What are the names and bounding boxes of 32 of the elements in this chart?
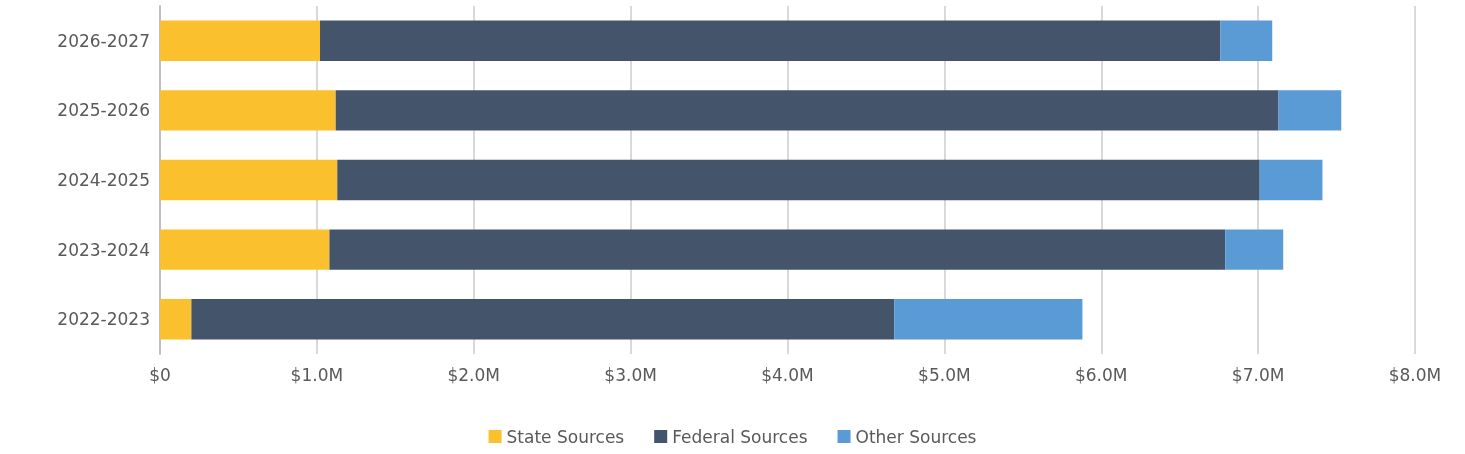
x-tick-label: $2.0M — [447, 364, 501, 385]
y-tick-label: 2024-2025 — [57, 170, 150, 190]
legend-label: Other Sources — [855, 426, 977, 447]
bar — [1278, 90, 1342, 131]
bar — [335, 90, 1279, 131]
bar — [320, 20, 1221, 61]
x-tick-label: $4.0M — [761, 364, 814, 385]
legend-label: Federal Sources — [672, 426, 808, 447]
x-tick-label: $5.0M — [918, 364, 971, 385]
bar — [160, 229, 330, 270]
x-tick-label: $8.0M — [1388, 364, 1442, 385]
x-tick-label: $3.0M — [604, 364, 657, 385]
bar — [160, 159, 338, 201]
y-tick-label: 2026-2027 — [57, 30, 150, 51]
legend-label: State Sources — [506, 426, 625, 447]
bar — [160, 20, 321, 61]
bar — [160, 299, 192, 340]
bar — [894, 299, 1083, 340]
y-tick-label: 2023-2024 — [57, 239, 150, 260]
bar — [1225, 229, 1284, 270]
bar — [329, 229, 1226, 270]
bar — [160, 90, 336, 131]
bar — [337, 159, 1260, 201]
bar — [191, 299, 895, 340]
x-tick-label: $0 — [149, 364, 171, 385]
bar — [1259, 159, 1323, 201]
x-tick-label: $6.0M — [1074, 364, 1128, 385]
x-tick-label: $1.0M — [290, 364, 344, 385]
y-tick-label: 2025-2026 — [57, 100, 150, 121]
bar — [1220, 20, 1273, 61]
y-tick-label: 2022-2023 — [57, 309, 150, 330]
x-tick-label: $7.0M — [1231, 364, 1285, 385]
